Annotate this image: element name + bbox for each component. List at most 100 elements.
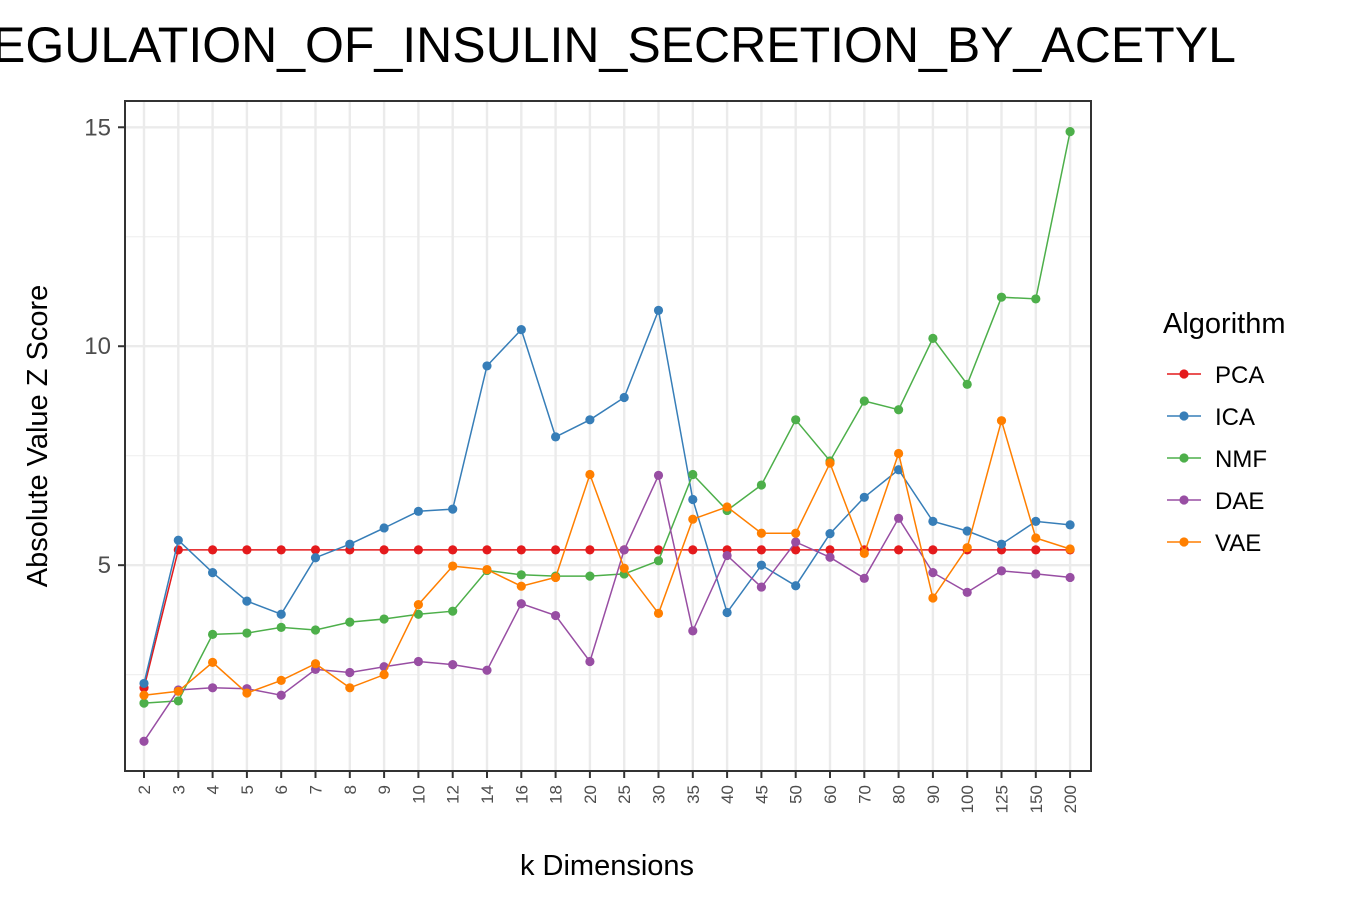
data-point-nmf (585, 571, 595, 581)
data-point-dae (276, 690, 286, 700)
plot-panel (125, 101, 1091, 771)
data-point-dae (413, 656, 423, 667)
data-point-pca (688, 545, 698, 555)
data-point-dae (139, 736, 149, 746)
legend-title: Algorithm (1163, 308, 1286, 340)
x-tick-label: 12 (444, 785, 463, 804)
legend-label: DAE (1215, 488, 1264, 515)
data-point-ica (551, 432, 561, 442)
data-point-nmf (276, 622, 286, 632)
x-tick-label: 5 (238, 785, 257, 794)
x-tick-label: 70 (855, 785, 874, 804)
data-point-ica (859, 492, 869, 502)
data-point-ica (1065, 520, 1075, 530)
data-point-pca (276, 545, 286, 555)
data-point-vae (379, 670, 389, 680)
data-point-pca (756, 545, 767, 555)
data-point-vae (653, 608, 664, 618)
legend: Algorithm PCA ICA NMF DAE VAE (1163, 308, 1286, 557)
data-point-nmf (516, 570, 526, 580)
x-tick-label: 20 (581, 785, 600, 804)
x-tick-label: 150 (1027, 785, 1046, 813)
data-point-nmf (242, 628, 252, 638)
y-tick-label: 10 (84, 333, 111, 360)
data-point-nmf (139, 698, 149, 708)
data-point-dae (448, 659, 458, 670)
series-line-nmf (143, 131, 1071, 704)
x-tick-label: 30 (650, 785, 669, 804)
data-point-vae (688, 514, 698, 524)
data-point-pca (791, 545, 801, 555)
legend-label: NMF (1215, 446, 1267, 473)
data-point-dae (208, 683, 218, 693)
data-point-pca (1031, 545, 1041, 555)
data-point-pca (310, 545, 321, 555)
legend-label: VAE (1215, 530, 1261, 557)
series-dae (139, 470, 1075, 746)
data-point-pca (516, 545, 526, 555)
legend-key-point (1179, 495, 1189, 505)
legend-key-point (1179, 537, 1189, 547)
series-line-dae (143, 473, 1071, 742)
data-point-dae (345, 667, 355, 678)
data-point-nmf (310, 625, 321, 635)
data-point-dae (482, 665, 492, 675)
data-point-ica (310, 553, 321, 563)
data-point-nmf (688, 469, 698, 480)
data-point-ica (345, 539, 355, 549)
data-point-nmf (996, 292, 1007, 302)
data-point-ica (825, 529, 835, 539)
data-point-nmf (859, 396, 869, 406)
data-point-nmf (208, 629, 218, 639)
data-point-nmf (928, 333, 938, 343)
data-point-pca (928, 545, 938, 555)
data-point-vae (413, 599, 423, 610)
x-tick-label: 100 (958, 785, 977, 813)
data-point-ica (722, 607, 732, 618)
series-line-vae (143, 417, 1071, 696)
y-tick-label: 5 (98, 552, 111, 579)
data-point-pca (482, 545, 492, 555)
x-tick-label: 125 (993, 785, 1012, 813)
data-point-dae (928, 568, 938, 578)
legend-item-vae: VAE (1167, 530, 1261, 557)
legend-key-point (1179, 453, 1189, 463)
data-point-dae (894, 513, 904, 523)
series-line-ica (143, 307, 1071, 684)
x-tick-label: 45 (752, 785, 771, 804)
data-point-ica (585, 415, 595, 425)
data-point-dae (722, 550, 732, 561)
x-tick-label: 35 (684, 785, 703, 804)
data-point-nmf (791, 415, 801, 425)
data-point-ica (482, 361, 492, 371)
data-point-dae (756, 582, 767, 592)
data-point-pca (379, 545, 389, 555)
data-point-pca (448, 545, 458, 555)
series-line-pca (143, 549, 1071, 688)
legend-item-ica: ICA (1167, 404, 1255, 431)
data-point-vae (928, 593, 938, 603)
data-point-nmf (448, 606, 458, 616)
data-point-vae (962, 543, 972, 553)
data-point-ica (996, 539, 1007, 549)
data-point-pca (551, 545, 561, 555)
data-point-vae (276, 675, 286, 685)
legend-item-dae: DAE (1167, 488, 1264, 515)
data-point-vae (448, 561, 458, 571)
data-point-vae (173, 686, 183, 696)
data-point-nmf (894, 405, 904, 415)
data-point-dae (516, 599, 526, 609)
data-point-ica (1031, 516, 1041, 526)
data-point-dae (825, 552, 835, 562)
series-layer (139, 127, 1075, 746)
data-point-dae (1065, 572, 1075, 583)
data-point-ica (276, 609, 286, 619)
data-point-pca (242, 545, 252, 555)
data-point-dae (996, 566, 1007, 576)
x-tick-label: 10 (409, 785, 428, 804)
data-point-dae (1031, 569, 1041, 579)
x-tick-label: 90 (924, 785, 943, 804)
series-vae (139, 416, 1075, 700)
